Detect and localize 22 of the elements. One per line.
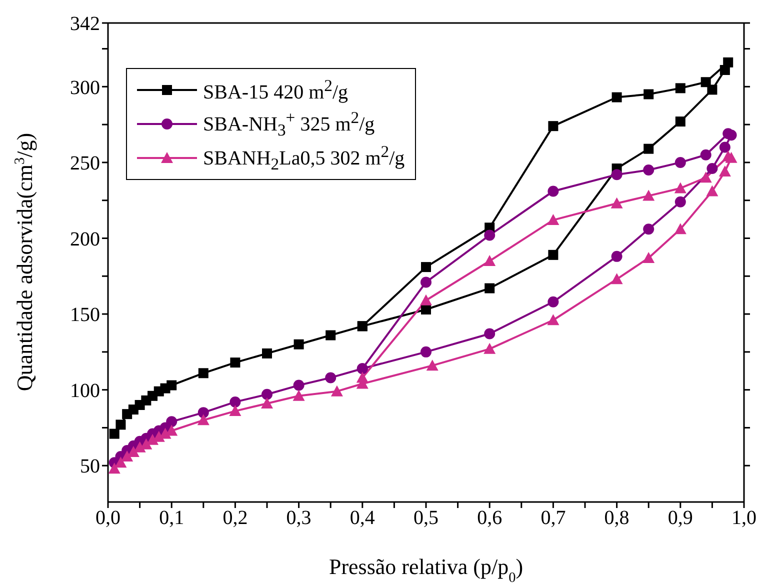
x-tick-label: 0,6 [477, 507, 502, 530]
x-tick-label: 0,3 [286, 507, 312, 530]
y-tick-label: 342 [70, 13, 100, 36]
legend-label: SBA-15 420 m$^{2}$/g [203, 76, 348, 104]
x-tick-label: 0,5 [414, 507, 438, 530]
x-tick-label: 0,1 [159, 507, 184, 530]
x-tick-label: 0,2 [222, 507, 248, 530]
x-tick-label: 1,0 [732, 507, 756, 530]
y-tick-label: 250 [70, 152, 100, 175]
x-tick-label: 0,7 [540, 507, 566, 530]
y-tick-label: 50 [80, 456, 100, 478]
x-tick-label: 0,9 [668, 507, 693, 530]
y-tick-label: 100 [70, 380, 100, 402]
y-tick-label: 150 [70, 304, 100, 326]
legend-label: SBA-NH$_{3}$$^{+}$ 325 m$^{2}$/g [203, 108, 375, 140]
x-tick-label: 0,8 [604, 507, 630, 530]
x-tick-label: 0,0 [96, 507, 120, 530]
x-axis-title: Pressão relativa (p/p$_{0}$) [328, 554, 524, 584]
x-tick-label: 0,4 [350, 507, 375, 530]
y-tick-label: 200 [70, 228, 100, 250]
y-tick-label: 300 [70, 76, 100, 99]
legend-label: SBANH$_{2}$La0,5 302 m$^{2}$/g [203, 142, 405, 174]
